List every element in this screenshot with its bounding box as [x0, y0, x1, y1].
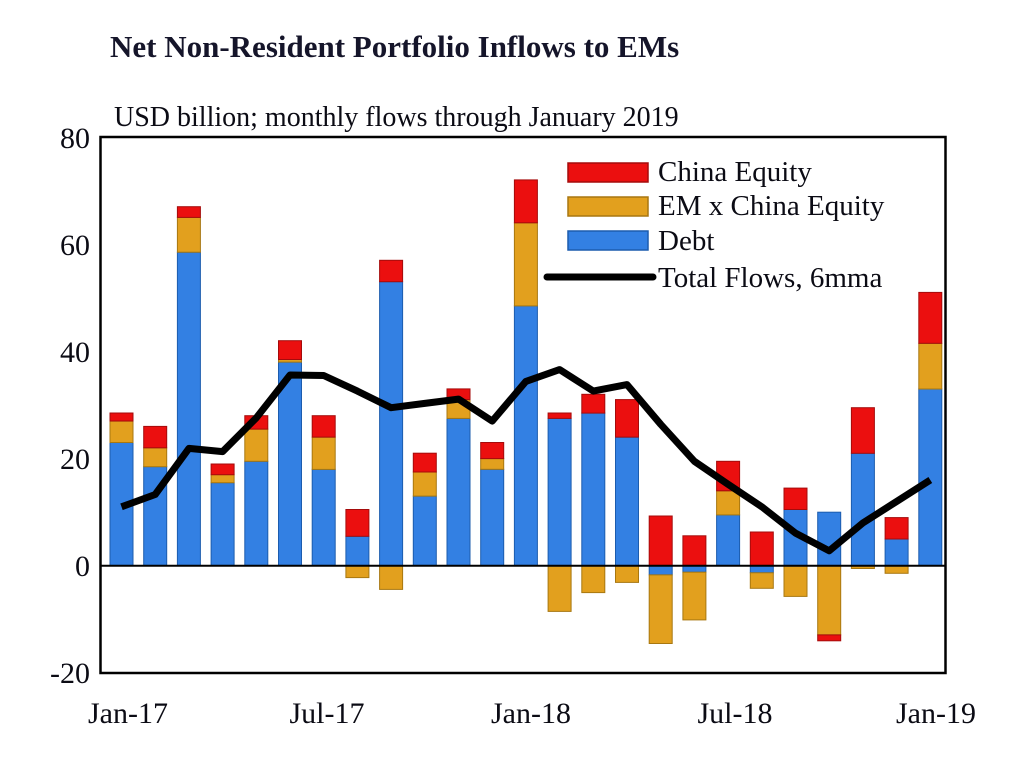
legend-label-total-flows: Total Flows, 6mma	[658, 262, 882, 294]
bar-segment-Jan-17-china-equity	[109, 412, 134, 422]
bar-segment-Dec-18-china-equity	[884, 517, 909, 540]
stacked-bars-group	[109, 179, 943, 645]
bar-segment-Aug-17-debt	[345, 535, 370, 567]
bar-segment-Dec-18-debt	[884, 538, 909, 567]
y-tick-40: 40	[60, 336, 90, 369]
bar-segment-Aug-18-debt	[749, 565, 774, 574]
legend-swatch-em-x-china-equity	[567, 196, 649, 217]
y-tick-80: 80	[60, 122, 90, 155]
y-tick-20: 20	[60, 443, 90, 476]
bar-segment-Dec-17-debt	[480, 468, 505, 567]
y-tick-neg20: -20	[50, 657, 90, 690]
bar-segment-Apr-17-china-equity	[210, 463, 235, 476]
x-tick-jul-17: Jul-17	[290, 697, 365, 730]
bar-segment-Mar-17-em-x-china-equity	[176, 216, 201, 253]
bar-segment-Jan-19-china-equity	[918, 291, 943, 344]
bar-segment-Jan-19-debt	[918, 388, 943, 567]
bar-segment-Sep-17-em-x-china-equity	[379, 565, 404, 590]
x-tick-jan-17: Jan-17	[88, 697, 168, 730]
bar-segment-Apr-17-debt	[210, 482, 235, 567]
bar-segment-Oct-17-em-x-china-equity	[412, 471, 437, 497]
x-tick-jul-18: Jul-18	[698, 697, 773, 730]
bar-segment-Dec-17-china-equity	[480, 442, 505, 460]
x-tick-jan-18: Jan-18	[491, 697, 571, 730]
bar-segment-Jan-18-china-equity	[513, 179, 538, 224]
bar-segment-Oct-18-debt	[817, 511, 842, 567]
plot-frame	[99, 135, 947, 675]
bar-segment-Jul-17-debt	[311, 468, 336, 567]
bar-segment-Jul-17-em-x-china-equity	[311, 436, 336, 470]
bar-segment-Mar-17-china-equity	[176, 206, 201, 218]
bar-segment-Sep-18-china-equity	[783, 487, 808, 511]
bar-segment-Nov-17-debt	[446, 417, 471, 567]
chart-subtitle: USD billion; monthly flows through Janua…	[114, 102, 679, 133]
bar-segment-Aug-17-china-equity	[345, 509, 370, 537]
bar-segment-Aug-18-china-equity	[749, 531, 774, 567]
legend-label-debt: Debt	[658, 225, 714, 257]
bar-segment-May-18-em-x-china-equity	[648, 574, 673, 645]
bar-segment-Sep-17-china-equity	[379, 259, 404, 283]
bar-segment-Feb-18-debt	[547, 417, 572, 567]
bar-segment-Jul-17-china-equity	[311, 415, 336, 438]
bar-segment-Dec-18-em-x-china-equity	[884, 565, 909, 574]
bar-segment-Feb-18-em-x-china-equity	[547, 565, 572, 612]
bar-segment-Jan-18-debt	[513, 305, 538, 567]
bar-segment-May-18-debt	[648, 565, 673, 576]
legend-label-china-equity: China Equity	[658, 156, 812, 188]
bar-segment-Oct-17-debt	[412, 495, 437, 567]
bar-segment-Apr-18-china-equity	[615, 399, 639, 438]
bar-segment-Jun-17-china-equity	[278, 340, 302, 361]
bar-segment-Jul-18-em-x-china-equity	[716, 490, 741, 516]
bar-segment-Oct-18-china-equity	[817, 634, 842, 642]
y-tick-60: 60	[60, 229, 90, 262]
bar-segment-Jan-18-em-x-china-equity	[513, 222, 538, 307]
bar-segment-Apr-18-em-x-china-equity	[615, 565, 639, 583]
bar-segment-May-17-em-x-china-equity	[244, 428, 269, 462]
bar-segment-Nov-18-china-equity	[850, 407, 875, 454]
legend: China Equity EM x China Equity Debt Tota…	[543, 156, 885, 294]
bar-segment-Feb-18-china-equity	[547, 412, 572, 419]
bar-segment-Mar-17-debt	[176, 251, 201, 567]
bar-segment-Jan-17-em-x-china-equity	[109, 420, 134, 444]
bar-segment-Jun-18-em-x-china-equity	[682, 571, 707, 621]
bar-segment-Mar-18-em-x-china-equity	[581, 565, 606, 594]
legend-label-em-x-china-equity: EM x China Equity	[658, 190, 885, 222]
legend-swatch-china-equity	[567, 162, 649, 183]
bar-segment-Feb-17-em-x-china-equity	[143, 447, 168, 468]
bar-segment-Jun-18-china-equity	[682, 535, 707, 567]
bar-segment-Apr-18-debt	[615, 436, 639, 567]
bar-segment-Feb-17-china-equity	[143, 425, 168, 449]
bar-segment-Sep-17-debt	[379, 281, 404, 567]
y-tick-0: 0	[75, 550, 90, 583]
bar-segment-Oct-17-china-equity	[412, 452, 437, 473]
x-tick-jan-19: Jan-19	[896, 697, 976, 730]
bar-segment-Nov-18-debt	[850, 452, 875, 567]
total-flows-6mma-line	[120, 366, 933, 555]
bar-segment-Aug-18-em-x-china-equity	[749, 572, 774, 589]
y-axis-tick-labels: 80 60 40 20 0 -20	[50, 122, 90, 690]
bar-segment-Mar-18-debt	[581, 412, 606, 567]
total-flows-line-group	[120, 366, 933, 555]
bar-segment-May-18-china-equity	[648, 515, 673, 567]
bar-segment-Jun-17-debt	[278, 361, 302, 567]
bar-segment-Mar-18-china-equity	[581, 393, 606, 414]
legend-swatch-debt	[567, 230, 649, 251]
bar-segment-Jul-18-debt	[716, 514, 741, 567]
bar-segment-Apr-17-em-x-china-equity	[210, 474, 235, 484]
bar-segment-Oct-18-em-x-china-equity	[817, 565, 842, 636]
chart-title: Net Non-Resident Portfolio Inflows to EM…	[110, 29, 679, 64]
x-axis-tick-labels: Jan-17 Jul-17 Jan-18 Jul-18 Jan-19	[88, 697, 976, 730]
bar-segment-Dec-17-em-x-china-equity	[480, 458, 505, 470]
bar-segment-May-17-debt	[244, 460, 269, 567]
bar-segment-Aug-17-em-x-china-equity	[345, 565, 370, 579]
bar-segment-Jan-19-em-x-china-equity	[918, 342, 943, 390]
bar-segment-Sep-18-em-x-china-equity	[783, 565, 808, 597]
